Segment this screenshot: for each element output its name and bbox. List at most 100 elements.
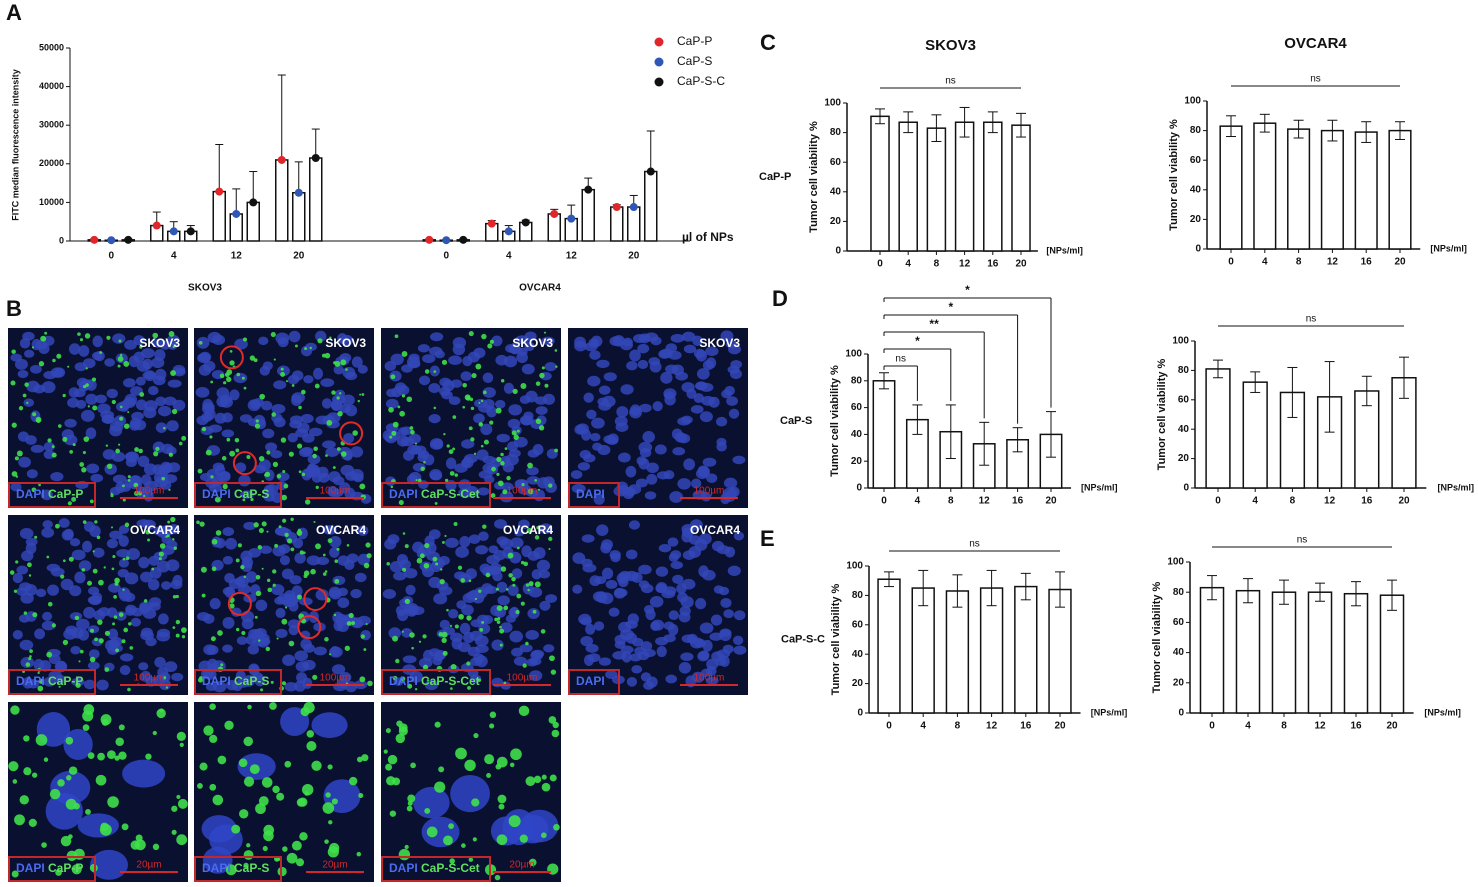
nucleus xyxy=(478,470,493,479)
nucleus xyxy=(294,680,306,692)
particle xyxy=(306,740,317,752)
panel-label: D xyxy=(772,286,788,311)
particle xyxy=(265,646,271,652)
nucleus xyxy=(232,680,243,692)
particle xyxy=(89,863,98,873)
nucleus xyxy=(284,681,298,692)
particle xyxy=(528,858,537,867)
particle xyxy=(135,834,143,842)
particle xyxy=(104,630,111,636)
nucleus xyxy=(484,585,498,594)
cell-label: OVCAR4 xyxy=(316,523,366,537)
y-axis-label: Tumor cell viability % xyxy=(830,583,842,695)
nucleus xyxy=(384,538,397,550)
bar-dot xyxy=(215,187,224,196)
y-tick-label: 80 xyxy=(851,375,863,386)
particle xyxy=(535,418,542,425)
particle xyxy=(432,556,438,562)
particle xyxy=(23,611,28,615)
nucleus xyxy=(521,809,559,843)
particle xyxy=(446,608,449,612)
particle xyxy=(238,758,248,768)
nucleus xyxy=(41,381,56,394)
error-bar xyxy=(311,128,320,159)
nucleus xyxy=(702,569,716,581)
particle xyxy=(167,520,171,524)
nucleus xyxy=(122,378,136,388)
nucleus xyxy=(83,679,96,690)
particle xyxy=(122,484,125,488)
particle xyxy=(344,645,351,651)
nucleus xyxy=(515,335,529,344)
particle xyxy=(348,776,358,786)
particle xyxy=(103,566,106,569)
highlight-circle xyxy=(339,421,364,446)
nucleus xyxy=(222,527,235,537)
nucleus xyxy=(279,555,291,566)
nucleus xyxy=(274,526,289,536)
nucleus xyxy=(710,614,723,626)
error-bar xyxy=(1016,112,1026,138)
nucleus xyxy=(570,470,583,479)
x-tick-label: 0 xyxy=(1228,257,1234,268)
bar xyxy=(627,206,641,242)
particle xyxy=(55,523,60,529)
particle xyxy=(497,480,504,487)
nucleus xyxy=(723,609,735,619)
particle xyxy=(123,627,129,633)
particle xyxy=(468,426,473,431)
nucleus xyxy=(733,610,746,621)
nucleus xyxy=(224,537,238,550)
nucleus xyxy=(82,540,93,553)
nucleus xyxy=(656,646,667,658)
bar-dot xyxy=(459,235,468,244)
nucleus xyxy=(450,774,490,813)
nucleus xyxy=(42,520,53,529)
particle xyxy=(112,555,116,559)
y-tick-label: 20 xyxy=(1178,453,1190,464)
particle xyxy=(509,762,515,768)
particle xyxy=(243,862,249,869)
nucleus xyxy=(90,473,104,483)
particle xyxy=(420,466,425,472)
particle xyxy=(385,763,393,771)
particle xyxy=(235,448,240,453)
particle xyxy=(351,621,356,626)
nucleus xyxy=(538,570,551,579)
nucleus xyxy=(259,365,271,376)
y-tick-label: 40 xyxy=(852,649,864,660)
particle xyxy=(539,372,545,379)
particle xyxy=(435,562,439,566)
particle xyxy=(526,527,533,534)
particle xyxy=(407,794,416,803)
particle xyxy=(409,426,414,430)
nucleus xyxy=(294,650,309,662)
bar xyxy=(1253,122,1277,250)
particle xyxy=(388,407,394,413)
y-tick-label: 20 xyxy=(1190,214,1202,225)
particle xyxy=(133,491,139,496)
legend-label: CaP-P xyxy=(677,34,712,48)
particle xyxy=(317,338,323,344)
nucleus xyxy=(125,452,138,461)
np-label: CaP-S-Cet xyxy=(421,861,480,875)
nucleus xyxy=(665,674,677,684)
particle xyxy=(280,367,284,371)
particle xyxy=(414,442,417,445)
np-label: CaP-P xyxy=(48,674,83,688)
nucleus xyxy=(291,394,302,407)
nucleus xyxy=(476,614,489,625)
particle xyxy=(290,547,295,552)
particle xyxy=(137,491,143,496)
particle xyxy=(209,783,217,791)
particle xyxy=(477,678,482,682)
particle xyxy=(14,814,25,826)
particle xyxy=(322,553,326,557)
particle xyxy=(258,455,265,462)
particle xyxy=(143,494,146,498)
nucleus xyxy=(238,474,251,487)
particle xyxy=(511,576,516,582)
nucleus xyxy=(345,404,358,417)
error-bar xyxy=(879,372,889,390)
particle xyxy=(504,447,508,450)
